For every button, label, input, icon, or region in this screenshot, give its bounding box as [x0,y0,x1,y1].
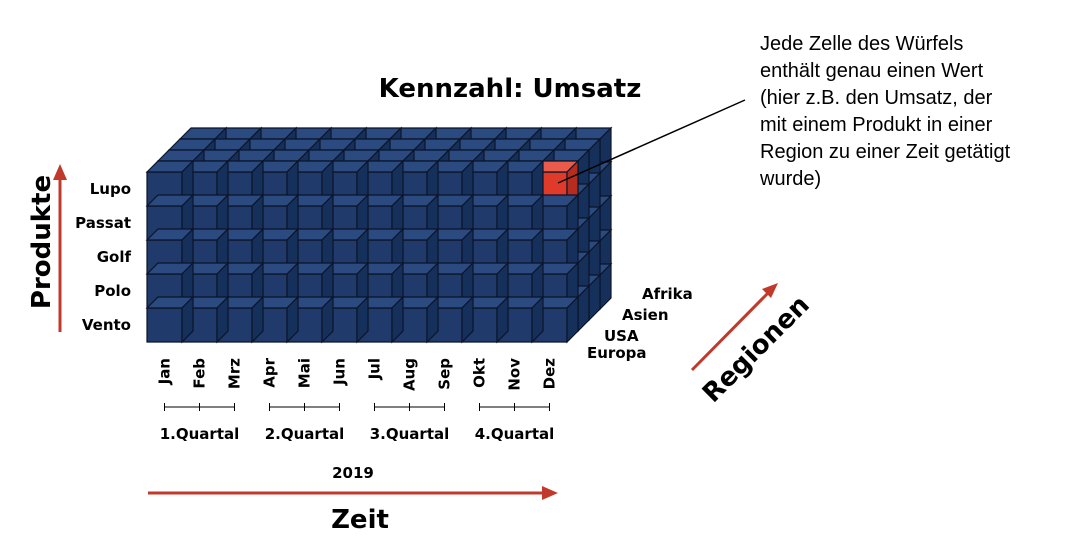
regions-axis-line [690,291,770,372]
note-line-6: wurde) [759,168,821,190]
month-label: Aug [401,358,419,391]
month-label: Feb [191,358,209,389]
month-label: Apr [261,357,279,387]
month-label: Nov [506,358,524,391]
time-axis-arrowhead [542,486,558,500]
month-label: Jun [331,358,349,386]
time-axis-label: Zeit [331,505,389,535]
products-axis-arrowhead [53,164,67,180]
cell-side-face [426,295,439,344]
cell-side-face [251,295,264,344]
month-label: Okt [471,358,489,388]
regions-axis-arrowhead [762,283,778,298]
data-cube [145,126,613,344]
cell-side-face [566,295,579,344]
quarter-label: 3.Quartal [370,425,450,443]
cell-side-face [391,295,404,344]
cube-cell [145,295,195,344]
cell-side-face [356,295,369,344]
region-label: Afrika [642,285,693,303]
cell-side-face [531,295,544,344]
cell-side-face [181,295,194,344]
month-label: Dez [541,358,559,390]
cell-front-face [146,307,183,343]
product-label: Lupo [90,180,131,198]
year-label: 2019 [332,464,374,482]
regions-axis-label: Regionen [697,290,816,409]
region-label: Asien [622,306,669,324]
month-label: Jan [156,358,174,385]
cell-side-face [216,295,229,344]
note-line-3: (hier z.B. den Umsatz, der [760,87,993,109]
product-label: Passat [75,214,131,232]
note-line-2: enthält genau einen Wert [760,60,984,82]
month-label: Mai [296,358,314,388]
products-axis-label: Produkte [27,175,57,309]
month-label: Jul [366,358,384,380]
month-label: Mrz [226,358,244,389]
cell-side-face [286,295,299,344]
region-label: Europa [587,344,647,362]
quarter-label: 1.Quartal [160,425,240,443]
product-label: Polo [94,282,131,300]
note-line-5: Region zu einer Zeit getätigt [760,141,1011,163]
note-line-4: mit einem Produkt in einer [760,114,993,136]
quarter-label: 4.Quartal [475,425,555,443]
quarter-label: 2.Quartal [265,425,345,443]
product-label: Vento [82,316,131,334]
callout-line [557,99,746,184]
cell-side-face [321,295,334,344]
month-label: Sep [436,358,454,390]
region-label: USA [604,327,639,345]
axis-labels: Lupo Passat Golf Polo Vento Jan Feb Mrz Apr Mai Ju… [75,180,693,443]
cell-side-face [496,295,509,344]
diagram-title: Kennzahl: Umsatz [379,74,642,104]
product-label: Golf [97,248,132,266]
note-line-1: Jede Zelle des Würfels [760,33,963,55]
cell-side-face [461,295,474,344]
